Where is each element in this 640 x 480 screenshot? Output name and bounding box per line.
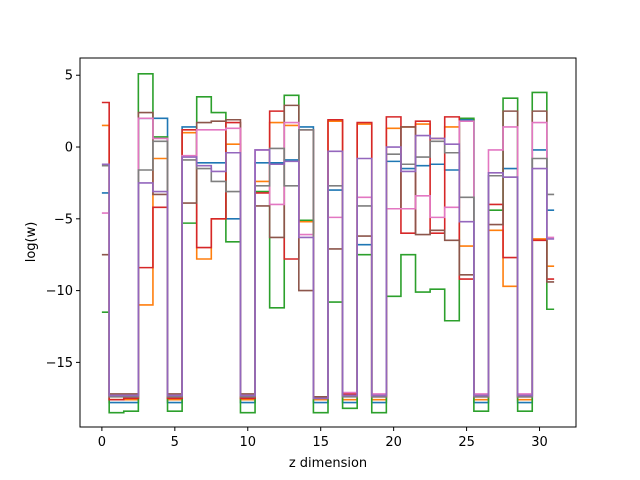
series-layer (101, 72, 555, 414)
x-tick-label: 5 (171, 435, 179, 450)
x-tick-label: 25 (458, 435, 475, 450)
y-tick-label: −5 (54, 212, 73, 227)
y-tick-label: 0 (65, 141, 73, 156)
x-tick-label: 10 (239, 435, 256, 450)
x-axis-label: z dimension (289, 456, 367, 471)
x-tick-label: 15 (312, 435, 329, 450)
y-axis: 5 0 −5 −10 −15 (46, 69, 80, 371)
x-tick-label: 0 (98, 435, 106, 450)
x-tick-label: 30 (531, 435, 548, 450)
y-tick-label: 5 (65, 69, 73, 84)
x-tick-label: 20 (385, 435, 402, 450)
plot-frame (79, 57, 577, 428)
series-line-7 (101, 134, 555, 400)
y-tick-label: −10 (46, 284, 73, 299)
y-tick-label: −15 (46, 356, 73, 371)
x-axis: 0 5 10 15 20 25 30 (98, 427, 548, 450)
y-axis-label: log(w) (24, 222, 39, 263)
